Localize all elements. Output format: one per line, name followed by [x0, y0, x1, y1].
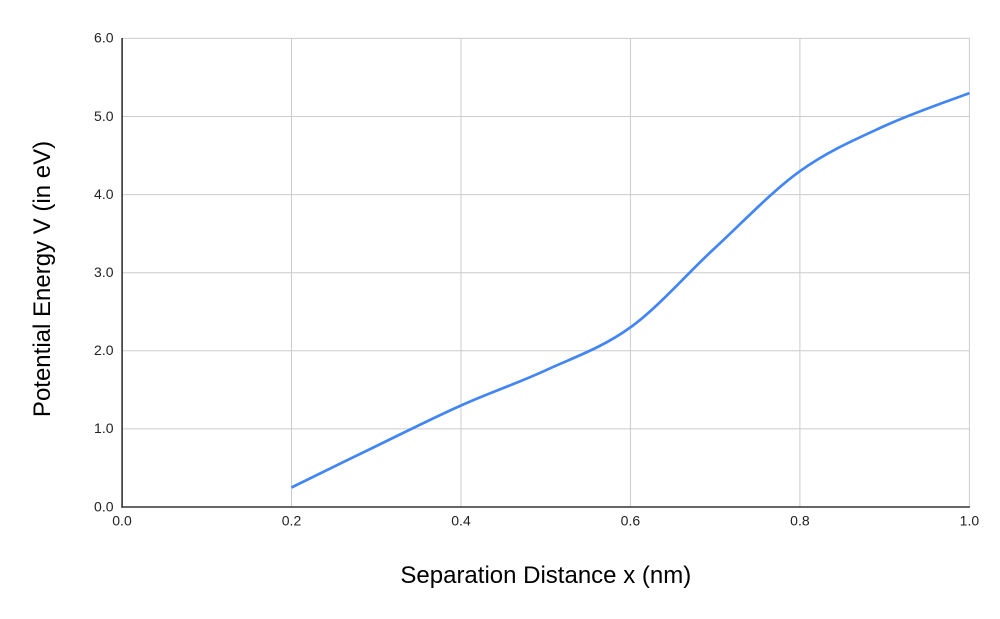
svg-text:0.4: 0.4 [451, 513, 471, 529]
svg-text:0.6: 0.6 [621, 513, 641, 529]
svg-text:1.0: 1.0 [960, 513, 980, 529]
svg-text:0.2: 0.2 [282, 513, 302, 529]
svg-text:4.0: 4.0 [94, 186, 114, 202]
svg-text:3.0: 3.0 [94, 264, 114, 280]
svg-text:Separation Distance x (nm): Separation Distance x (nm) [400, 562, 691, 589]
svg-text:1.0: 1.0 [94, 420, 114, 436]
svg-text:2.0: 2.0 [94, 342, 114, 358]
svg-text:5.0: 5.0 [94, 108, 114, 124]
svg-text:0.8: 0.8 [790, 513, 810, 529]
svg-text:0.0: 0.0 [94, 498, 114, 514]
svg-text:Potential Energy V (in eV): Potential Energy V (in eV) [29, 141, 56, 417]
svg-text:0.0: 0.0 [112, 513, 132, 529]
svg-text:6.0: 6.0 [94, 30, 114, 46]
